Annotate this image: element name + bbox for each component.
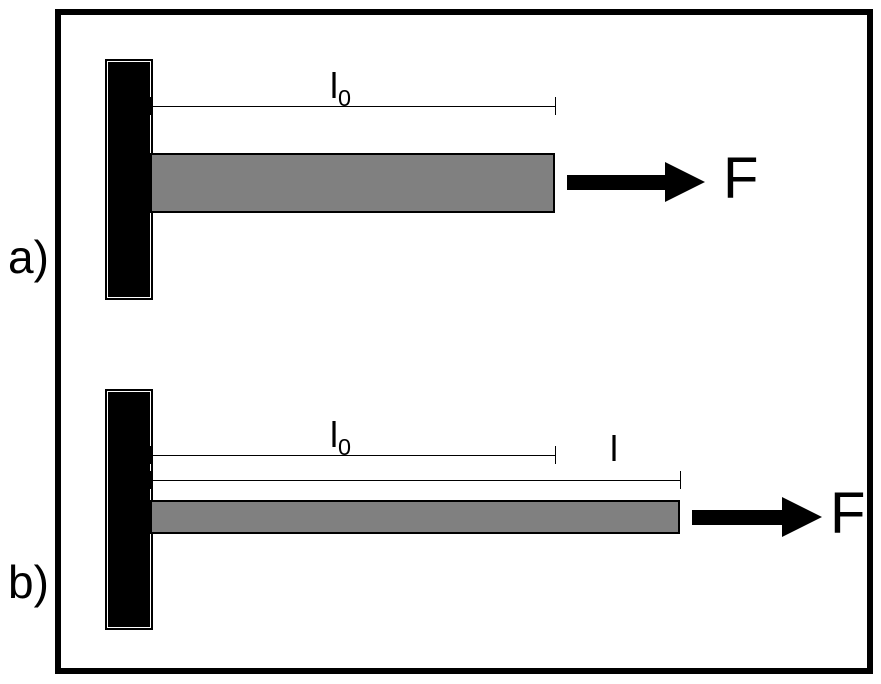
panel-b-force-arrow-head — [782, 497, 822, 537]
panel-a-label: a) — [8, 230, 49, 284]
panel-a-force-arrow-shaft — [567, 175, 665, 190]
panel-a-l0-tick-right — [555, 97, 556, 115]
panel-b-wall — [108, 392, 150, 627]
panel-b-l0-label: l0 — [330, 414, 351, 461]
panel-b-l-label: l — [610, 428, 618, 470]
panel-b-l-tick-right — [680, 471, 681, 489]
panel-a-l0-label: l0 — [330, 65, 351, 112]
panel-b-label: b) — [8, 555, 49, 609]
panel-a-l0-line — [150, 106, 555, 107]
diagram-canvas: a) l0 F b) l0 l F — [0, 0, 881, 684]
panel-a-force-label: F — [723, 145, 758, 212]
panel-b-l0-line — [150, 455, 555, 456]
panel-b-l-line — [150, 480, 680, 481]
outer-frame — [55, 9, 873, 674]
panel-a-force-arrow-head — [665, 162, 705, 202]
panel-b-force-label: F — [830, 480, 865, 547]
panel-b-beam — [150, 500, 680, 534]
panel-b-force-arrow-shaft — [692, 510, 782, 525]
panel-a-wall — [108, 62, 150, 297]
panel-a-beam — [150, 153, 555, 213]
panel-b-l0-tick-right — [555, 446, 556, 464]
